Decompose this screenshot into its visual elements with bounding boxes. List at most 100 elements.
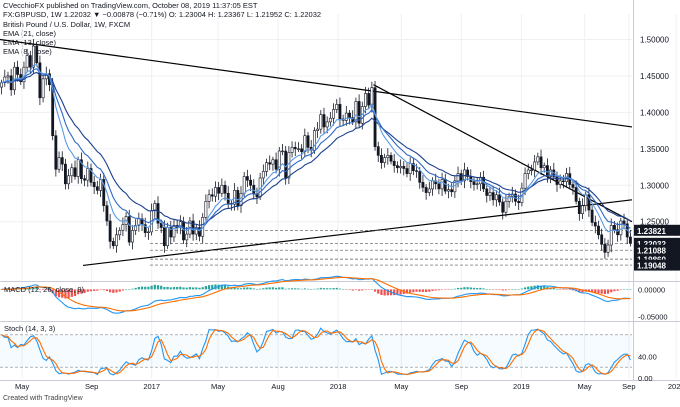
candle-up (609, 225, 613, 246)
macd-histogram-bar (77, 289, 80, 295)
x-tick-label: 2017 (143, 382, 160, 391)
candle-down (143, 224, 147, 233)
candle-up (488, 192, 492, 196)
candle-up (76, 159, 80, 177)
candle-up (32, 45, 35, 68)
macd-histogram-bar (160, 285, 163, 290)
macd-histogram-bar (195, 287, 198, 290)
macd-histogram-bar (437, 289, 441, 291)
macd-histogram-bar (319, 287, 322, 290)
candle-down (603, 243, 607, 253)
macd-histogram-bar (622, 288, 626, 290)
candle-down (600, 234, 604, 245)
macd-histogram-bar (262, 288, 265, 290)
candle-up (297, 148, 300, 150)
candle-down (443, 179, 447, 192)
candle-down (415, 170, 418, 172)
candle-up (316, 128, 320, 131)
candle-up (536, 156, 540, 163)
candle-up (115, 234, 118, 247)
macd-histogram-bar (555, 289, 559, 290)
candle-down (108, 220, 112, 242)
candle-down (561, 180, 565, 182)
candle-down (597, 225, 600, 236)
candle-up (118, 230, 122, 236)
candle-up (431, 180, 434, 190)
price-tag-label: 1.21088 (637, 247, 666, 256)
trendline-ascending-support (82, 199, 633, 267)
macd-histogram-bar (364, 289, 367, 290)
macd-histogram-bar (118, 289, 121, 292)
macd-histogram-bar (233, 287, 236, 290)
macd-histogram-bar (249, 287, 252, 290)
macd-histogram-bar (453, 288, 456, 290)
x-tick-label: May (394, 382, 408, 391)
candle-up (408, 163, 412, 174)
macd-histogram-bar (415, 289, 418, 292)
candle-down (466, 169, 470, 177)
macd-histogram-bar (144, 286, 147, 290)
candle-up (325, 121, 329, 128)
candle-down (64, 163, 67, 185)
candle-down (424, 187, 428, 193)
macd-histogram-bar (530, 286, 533, 290)
macd-histogram-bar (463, 287, 466, 290)
candle-up (281, 150, 284, 153)
candle-down (306, 135, 310, 148)
macd-histogram-bar (578, 289, 581, 293)
macd-histogram-bar (0, 289, 3, 290)
macd-histogram-bar (428, 289, 431, 292)
candle-up (220, 184, 224, 194)
macd-histogram-bar (527, 286, 530, 290)
macd-histogram-bar (351, 289, 354, 291)
x-tick-label: May (211, 382, 225, 391)
macd-line (1, 275, 631, 314)
candle-down (376, 146, 380, 156)
macd-histogram-bar (600, 289, 603, 294)
candle-down (437, 183, 441, 190)
candle-up (335, 104, 339, 110)
candle-up (6, 75, 10, 78)
macd-histogram-bar (610, 289, 613, 293)
macd-histogram-bar (431, 289, 434, 291)
candle-down (587, 194, 591, 211)
macd-histogram-bar (204, 286, 207, 290)
candle-down (191, 220, 195, 235)
candle-down (89, 168, 93, 183)
macd-histogram-bar (590, 289, 594, 293)
x-tick-label: 2018 (330, 382, 347, 391)
macd-histogram-bar (112, 289, 115, 293)
macd-histogram-bar (89, 289, 93, 292)
y-tick-label: 1.45000 (640, 72, 669, 81)
macd-histogram-bar (450, 289, 453, 290)
macd-histogram-bar (121, 289, 125, 291)
candle-down (268, 162, 272, 165)
candle-down (421, 182, 425, 188)
macd-histogram-bar (332, 288, 335, 290)
macd-histogram-bar (357, 289, 361, 291)
candle-up (364, 93, 367, 107)
macd-histogram-bar (488, 289, 492, 290)
macd-histogram-bar (594, 289, 597, 293)
macd-histogram-bar (147, 286, 150, 290)
price-tag-label: 1.23821 (637, 227, 666, 236)
macd-histogram-bar (185, 287, 188, 290)
candle-down (111, 241, 115, 247)
macd-histogram-bar (316, 288, 319, 290)
ema-21-label: EMA (21, close) (3, 29, 56, 38)
macd-histogram-bar (243, 287, 246, 290)
candle-up (194, 227, 198, 235)
candle-up (70, 167, 74, 177)
price-tag-bg (634, 237, 680, 249)
macd-histogram-bar (444, 289, 447, 290)
candle-up (290, 147, 294, 153)
macd-histogram-bar (440, 289, 444, 290)
candle-down (380, 155, 383, 163)
candle-up (494, 194, 498, 201)
candle-down (245, 176, 249, 181)
macd-histogram-bar (571, 289, 575, 291)
macd-histogram-bar (109, 289, 112, 293)
candle-down (92, 182, 96, 188)
macd-histogram-bar (246, 287, 249, 290)
